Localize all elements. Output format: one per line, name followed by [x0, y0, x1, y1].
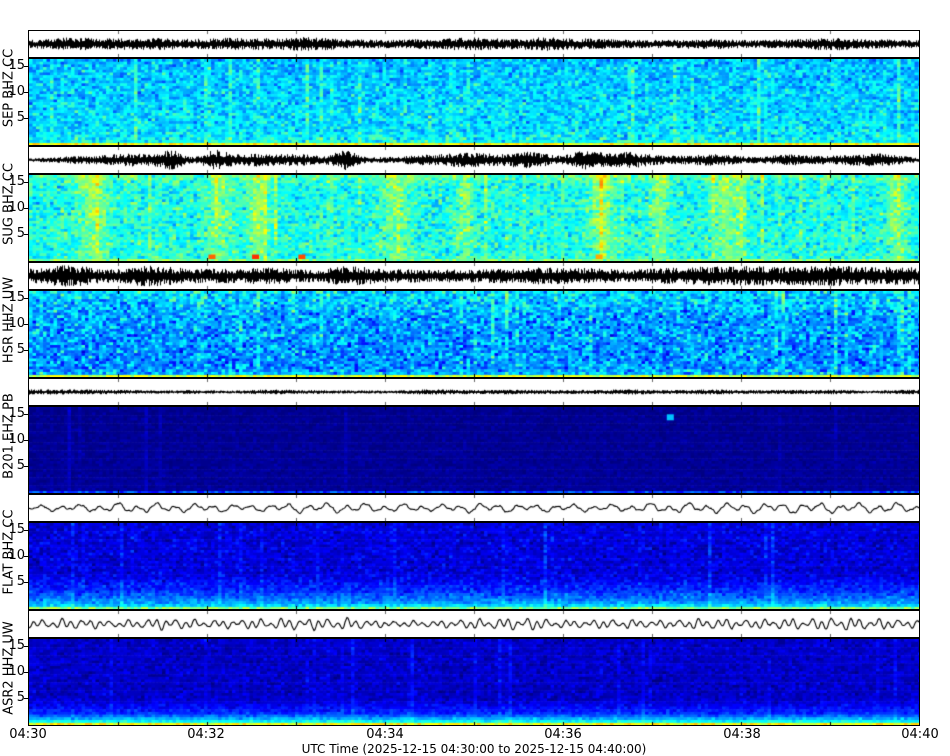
freq-tick-label: 5	[16, 574, 25, 589]
time-axis: 04:30 04:32 04:34 04:36 04:38 04:40 UTC …	[0, 727, 950, 756]
freq-tick-mark	[24, 350, 28, 351]
freq-tick-label: 15	[8, 58, 25, 73]
freq-tick-mark	[24, 66, 28, 67]
freq-tick-mark	[24, 92, 28, 93]
time-tick-label: 04:36	[544, 727, 582, 742]
freq-tick-label: 5	[16, 110, 25, 125]
freq-tick-mark	[24, 440, 28, 441]
freq-tick-label: 15	[8, 406, 25, 421]
freq-tick-mark	[24, 530, 28, 531]
freq-tick-label: 10	[8, 316, 25, 331]
freq-tick-label: 5	[16, 226, 25, 241]
waveform-canvas-flat	[28, 494, 920, 522]
time-tick-label: 04:32	[187, 727, 225, 742]
channel-group-asr2: ASR2 HHZ UW 15 10 5	[0, 610, 950, 726]
spectrogram-canvas-hsr	[28, 290, 920, 378]
freq-tick-label: 10	[8, 200, 25, 215]
freq-tick-mark	[24, 556, 28, 557]
freq-tick-label: 5	[16, 690, 25, 705]
freq-tick-label: 15	[8, 638, 25, 653]
freq-tick-label: 10	[8, 548, 25, 563]
freq-tick-mark	[24, 582, 28, 583]
waveform-canvas-hsr	[28, 262, 920, 290]
freq-tick-mark	[24, 672, 28, 673]
freq-tick-label: 15	[8, 522, 25, 537]
freq-tick-label: 15	[8, 174, 25, 189]
channel-group-sug: SUG BHZ CC 15 10 5	[0, 146, 950, 262]
channel-group-hsr: HSR HHZ UW 15 10 5	[0, 262, 950, 378]
time-tick-label: 04:34	[366, 727, 404, 742]
freq-tick-mark	[24, 182, 28, 183]
freq-tick-mark	[24, 698, 28, 699]
spectrogram-canvas-b201	[28, 406, 920, 494]
freq-tick-mark	[24, 414, 28, 415]
freq-tick-mark	[24, 466, 28, 467]
freq-tick-mark	[24, 646, 28, 647]
channel-group-sep: SEP BHZ CC 15 10 5	[0, 30, 950, 146]
freq-tick-mark	[24, 298, 28, 299]
time-tick-label: 04:40	[901, 727, 939, 742]
freq-tick-label: 10	[8, 664, 25, 679]
freq-tick-mark	[24, 324, 28, 325]
spectrogram-canvas-flat	[28, 522, 920, 610]
time-tick-label: 04:30	[9, 727, 47, 742]
freq-tick-label: 15	[8, 290, 25, 305]
freq-tick-label: 10	[8, 432, 25, 447]
waveform-canvas-sug	[28, 146, 920, 174]
freq-tick-mark	[24, 118, 28, 119]
freq-tick-label: 5	[16, 342, 25, 357]
spectrogram-canvas-asr2	[28, 638, 920, 726]
waveform-canvas-asr2	[28, 610, 920, 638]
freq-tick-label: 10	[8, 84, 25, 99]
freq-tick-mark	[24, 208, 28, 209]
waveform-canvas-sep	[28, 30, 920, 58]
freq-tick-mark	[24, 234, 28, 235]
spectrogram-canvas-sep	[28, 58, 920, 146]
time-tick-label: 04:38	[723, 727, 761, 742]
spectrogram-canvas-sug	[28, 174, 920, 262]
waveform-canvas-b201	[28, 378, 920, 406]
channel-group-b201: B201 EHZ PB 15 10 5	[0, 378, 950, 494]
freq-tick-label: 5	[16, 458, 25, 473]
x-axis-title: UTC Time (2025-12-15 04:30:00 to 2025-12…	[301, 742, 647, 756]
channel-group-flat: FLAT BHZ CC 15 10 5	[0, 494, 950, 610]
